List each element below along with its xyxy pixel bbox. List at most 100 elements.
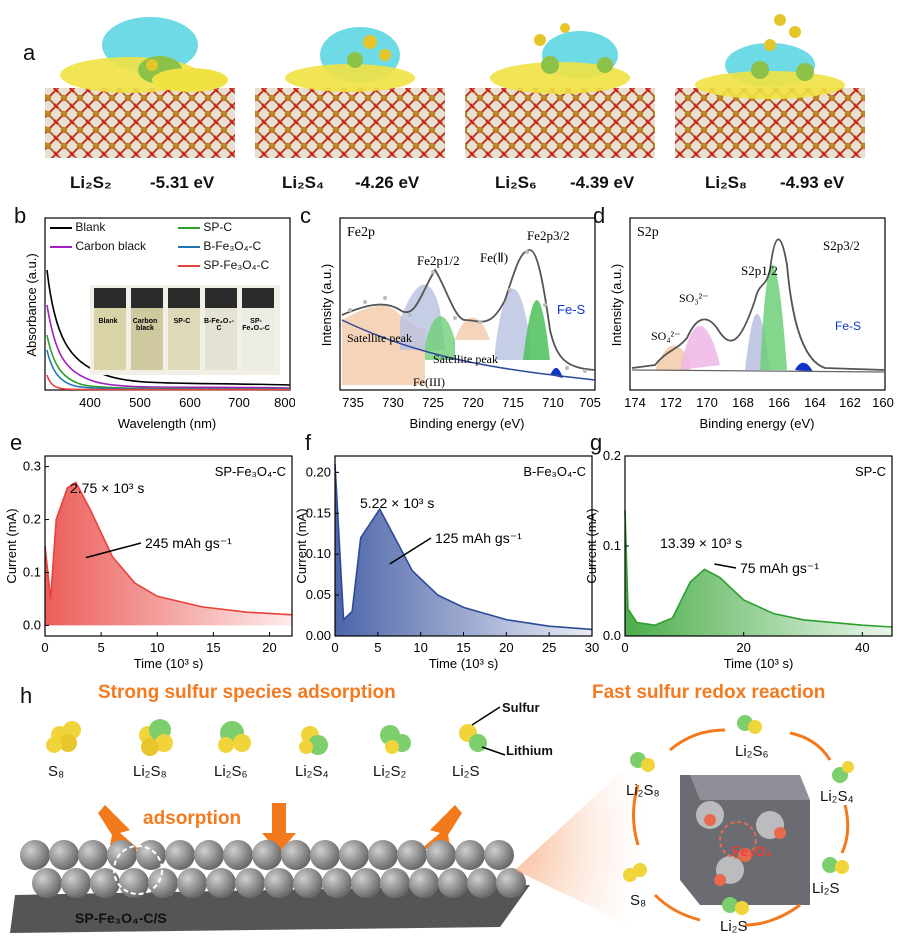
vial-b-fe3o4-c [205, 288, 237, 370]
label-s8: S₈ [48, 763, 65, 780]
c-title: Fe2p [347, 225, 375, 240]
carbon-sphere [380, 868, 410, 898]
d-xtick-160: 160 [872, 395, 894, 410]
label-fe3o4: Fe₃O₄ [732, 843, 773, 859]
dft-structures [45, 14, 865, 158]
y-tick-label: 0.00 [306, 628, 331, 643]
carbon-sphere [322, 868, 352, 898]
panel-a-letter: a [23, 40, 36, 65]
c-xlabel: Binding energy (eV) [410, 416, 525, 431]
y-tick-label: 0.0 [603, 628, 621, 643]
cycle-label-li2s-b: Li₂S [720, 918, 748, 935]
x-tick-label: 40 [855, 640, 869, 655]
vial-label-sp-fe3o4-c: SP-Fe₃O₄-C [242, 318, 270, 332]
carbon-sphere [90, 868, 120, 898]
b-xtick-500: 500 [129, 395, 151, 410]
legend-b-fe3o4-c: B-Fe₃O₄-C [203, 239, 262, 253]
carbon-sphere [484, 840, 514, 870]
cycle-label-li2s6: Li₂S₆ [735, 743, 769, 760]
panel-f-letter: f [305, 430, 312, 455]
carbon-sphere [467, 868, 497, 898]
current-area [625, 510, 892, 636]
carbon-sphere [368, 840, 398, 870]
vial-sp-c [168, 288, 200, 370]
cycle-label-li2s-a: Li₂S [812, 880, 840, 897]
cycle-molecules [623, 715, 854, 915]
structure-li2s2 [45, 17, 235, 158]
c-ann-fe3: Fe(III) [413, 375, 445, 389]
sample-label: B-Fe₃O₄-C [523, 464, 586, 479]
panel-h-letter: h [20, 683, 33, 708]
d-ann-so4: SO₄²⁻ [651, 329, 680, 343]
carbon-sphere [32, 868, 62, 898]
li2s6-label: Li₂S₆ [495, 173, 537, 192]
carbon-sphere [397, 840, 427, 870]
y-tick-label: 0.1 [23, 564, 41, 579]
y-axis-label: Current (mA) [294, 508, 309, 583]
x-tick-label: 10 [413, 640, 427, 655]
li2s4-energy: -4.26 eV [355, 173, 420, 192]
peak-time-label: 5.22 × 10³ s [360, 495, 434, 511]
d-xtick-168: 168 [732, 395, 754, 410]
carbon-sphere [438, 868, 468, 898]
carbon-sphere [496, 868, 526, 898]
panel-e-letter: e [10, 430, 23, 455]
carbon-sphere [20, 840, 50, 870]
d-ann-fes: Fe-S [835, 319, 861, 333]
sample-label: SP-C [855, 464, 886, 479]
cycle-label-s8: S₈ [630, 892, 647, 909]
highlight-circle [113, 845, 163, 895]
structure-li2s6 [465, 23, 655, 158]
li2s6-energy: -4.39 eV [570, 173, 635, 192]
b-xtick-400: 400 [79, 395, 101, 410]
d-xtick-172: 172 [660, 395, 682, 410]
label-substrate: SP-Fe₃O₄-C/S [75, 910, 167, 926]
c-xtick-735: 735 [342, 395, 364, 410]
d-ylabel: Intensity (a.u.) [609, 264, 624, 346]
d-xtick-164: 164 [804, 395, 826, 410]
molecule-s8 [46, 721, 81, 753]
d-xtick-174: 174 [624, 395, 646, 410]
vial-label-b-fe3o4-c: B-Fe₃O₄-C [204, 318, 234, 332]
capacity-label: 75 mAh gs⁻¹ [740, 560, 819, 576]
potentiostatic-chart-f: 0 5 10 15 20 25 30 0.00 0.05 0.10 0.15 0.20 Time (10… [294, 455, 599, 671]
current-area [45, 482, 292, 626]
plot-frame [44, 455, 293, 637]
d-ann-s2p32: S2p3/2 [823, 238, 860, 253]
li2s4-label: Li₂S₄ [282, 173, 325, 192]
label-sulfur: Sulfur [502, 700, 540, 715]
label-li2s8: Li₂S₈ [133, 763, 167, 780]
carbon-sphere [293, 868, 323, 898]
c-ann-satellite2: Satellite peak [433, 352, 498, 366]
vial-carbon-black [131, 288, 163, 370]
x-tick-label: 5 [374, 640, 381, 655]
carbon-sphere [206, 868, 236, 898]
carbon-sphere [165, 840, 195, 870]
x-tick-label: 25 [542, 640, 556, 655]
d-xtick-166: 166 [768, 395, 790, 410]
vial-label-blank: Blank [98, 318, 118, 325]
b-xtick-600: 600 [179, 395, 201, 410]
carbon-sphere [223, 840, 253, 870]
x-tick-label: 30 [585, 640, 599, 655]
vial-label-carbon-black: Carbon black [132, 318, 158, 332]
x-tick-label: 20 [736, 640, 750, 655]
b-ylabel: Absorbance (a.u.) [24, 253, 39, 356]
x-tick-label: 15 [206, 640, 220, 655]
molecule-li2s8 [139, 719, 173, 756]
label-lithium: Lithium [506, 743, 553, 758]
uv-vis-chart: 400 500 600 700 800 Wavelength (nm) Abso… [24, 217, 295, 431]
current-curve [44, 481, 293, 616]
carbon-sphere [177, 868, 207, 898]
panel-d-letter: d [593, 203, 606, 228]
carbon-sphere [281, 840, 311, 870]
c-ann-fe2: Fe(Ⅱ) [480, 250, 508, 265]
d-title: S2p [637, 225, 659, 240]
li2s2-energy: -5.31 eV [150, 173, 215, 192]
potentiostatic-chart-g: 0 20 40 0.0 0.1 0.2 Time (10³ s) Current (mA) SP… [584, 448, 893, 671]
li2s8-label: Li₂S₈ [705, 173, 747, 192]
carbon-sphere [310, 840, 340, 870]
capacity-arrow [389, 537, 432, 565]
vial-label-sp-c: SP-C [173, 318, 191, 325]
y-tick-label: 0.10 [306, 546, 331, 561]
